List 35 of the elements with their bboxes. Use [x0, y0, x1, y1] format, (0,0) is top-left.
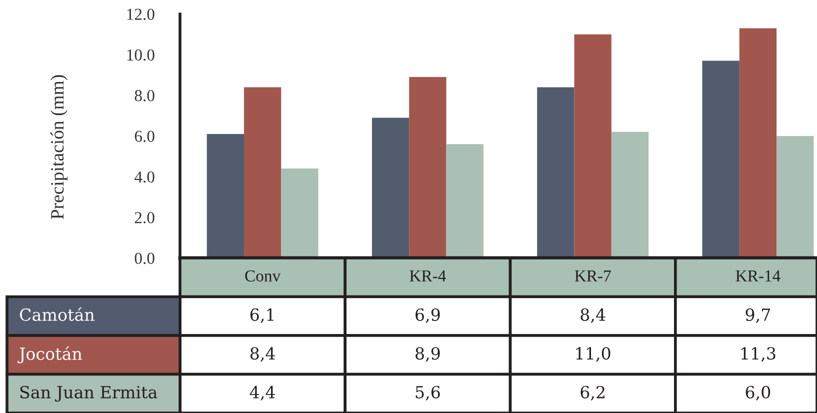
x-tick-label: Conv — [245, 270, 281, 282]
data-label: 6,1 — [250, 308, 274, 323]
x-tick-label: KR-14 — [736, 270, 780, 282]
x-tick-label: KR-7 — [574, 270, 611, 282]
y-tick-label: 10.0 — [127, 49, 154, 61]
data-label: 11,3 — [741, 347, 776, 362]
bar — [574, 34, 612, 258]
bar — [409, 77, 446, 258]
data-label: 4,4 — [250, 386, 275, 400]
bar — [702, 60, 740, 258]
data-label: 6,2 — [580, 386, 604, 400]
data-label: 8,9 — [416, 347, 440, 362]
y-tick-label: 2.0 — [134, 212, 154, 224]
bar — [537, 87, 574, 258]
y-tick-label: 4.0 — [134, 171, 154, 183]
text: Jocotán — [18, 346, 82, 364]
data-label: 9,7 — [746, 308, 770, 323]
data-label: 8,4 — [250, 347, 275, 362]
data-label: 11,0 — [576, 347, 610, 362]
y-axis-title: Precipitación (mm) — [50, 75, 68, 220]
bar — [206, 134, 244, 258]
data-label: 5,6 — [416, 386, 440, 400]
bar — [244, 87, 282, 258]
data-label: 6,0 — [746, 386, 770, 400]
bar — [739, 28, 777, 258]
y-tick-label: 0.0 — [134, 252, 154, 264]
x-tick-label: KR-4 — [410, 270, 446, 282]
text: San Juan Ermita — [20, 386, 158, 402]
bar — [372, 118, 410, 258]
text: Camotán — [20, 307, 94, 321]
data-label: 6,9 — [416, 308, 440, 323]
y-tick-label: 6.0 — [134, 130, 154, 142]
y-tick-label: 12.0 — [127, 8, 154, 20]
data-label: 8,4 — [580, 308, 606, 323]
y-tick-label: 8.0 — [134, 90, 154, 102]
